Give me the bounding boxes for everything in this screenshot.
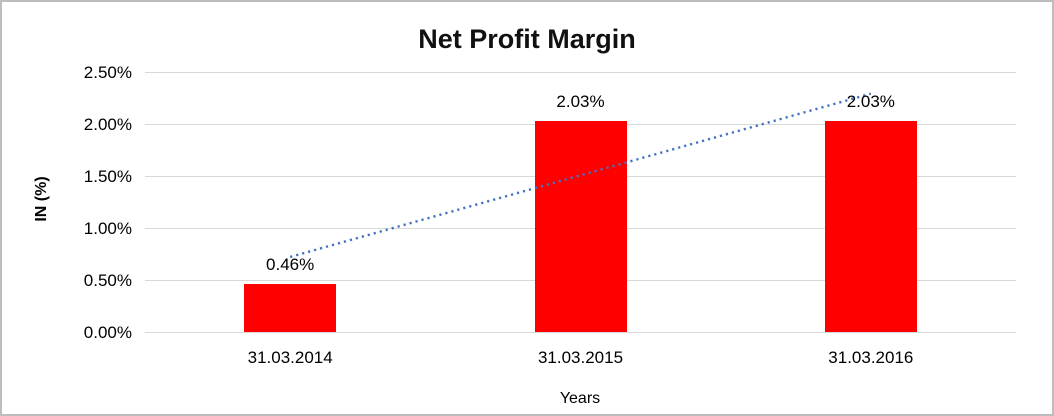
y-tick-label: 0.00% (83, 323, 132, 342)
bar-value-label: 0.46% (266, 255, 315, 275)
y-tick-label: 1.50% (83, 167, 132, 186)
bar (824, 120, 917, 332)
bar (534, 120, 627, 332)
y-tick-label: 1.00% (83, 219, 132, 238)
chart-title: Net Profit Margin (418, 24, 636, 54)
gridline (145, 71, 1016, 73)
y-tick-label: 0.50% (83, 271, 132, 290)
x-axis-title: Years (559, 390, 601, 407)
bar-value-label: 2.03% (556, 91, 605, 111)
y-tick-label: 2.50% (83, 63, 132, 82)
y-tick-label: 2.00% (83, 115, 132, 134)
x-axis-line (145, 331, 1016, 333)
x-tick-label: 31.03.2015 (537, 348, 624, 367)
x-tick-label: 31.03.2014 (247, 348, 333, 367)
bar (244, 284, 337, 332)
bar-value-label: 2.03% (846, 91, 895, 111)
x-tick-label: 31.03.2016 (828, 348, 914, 367)
